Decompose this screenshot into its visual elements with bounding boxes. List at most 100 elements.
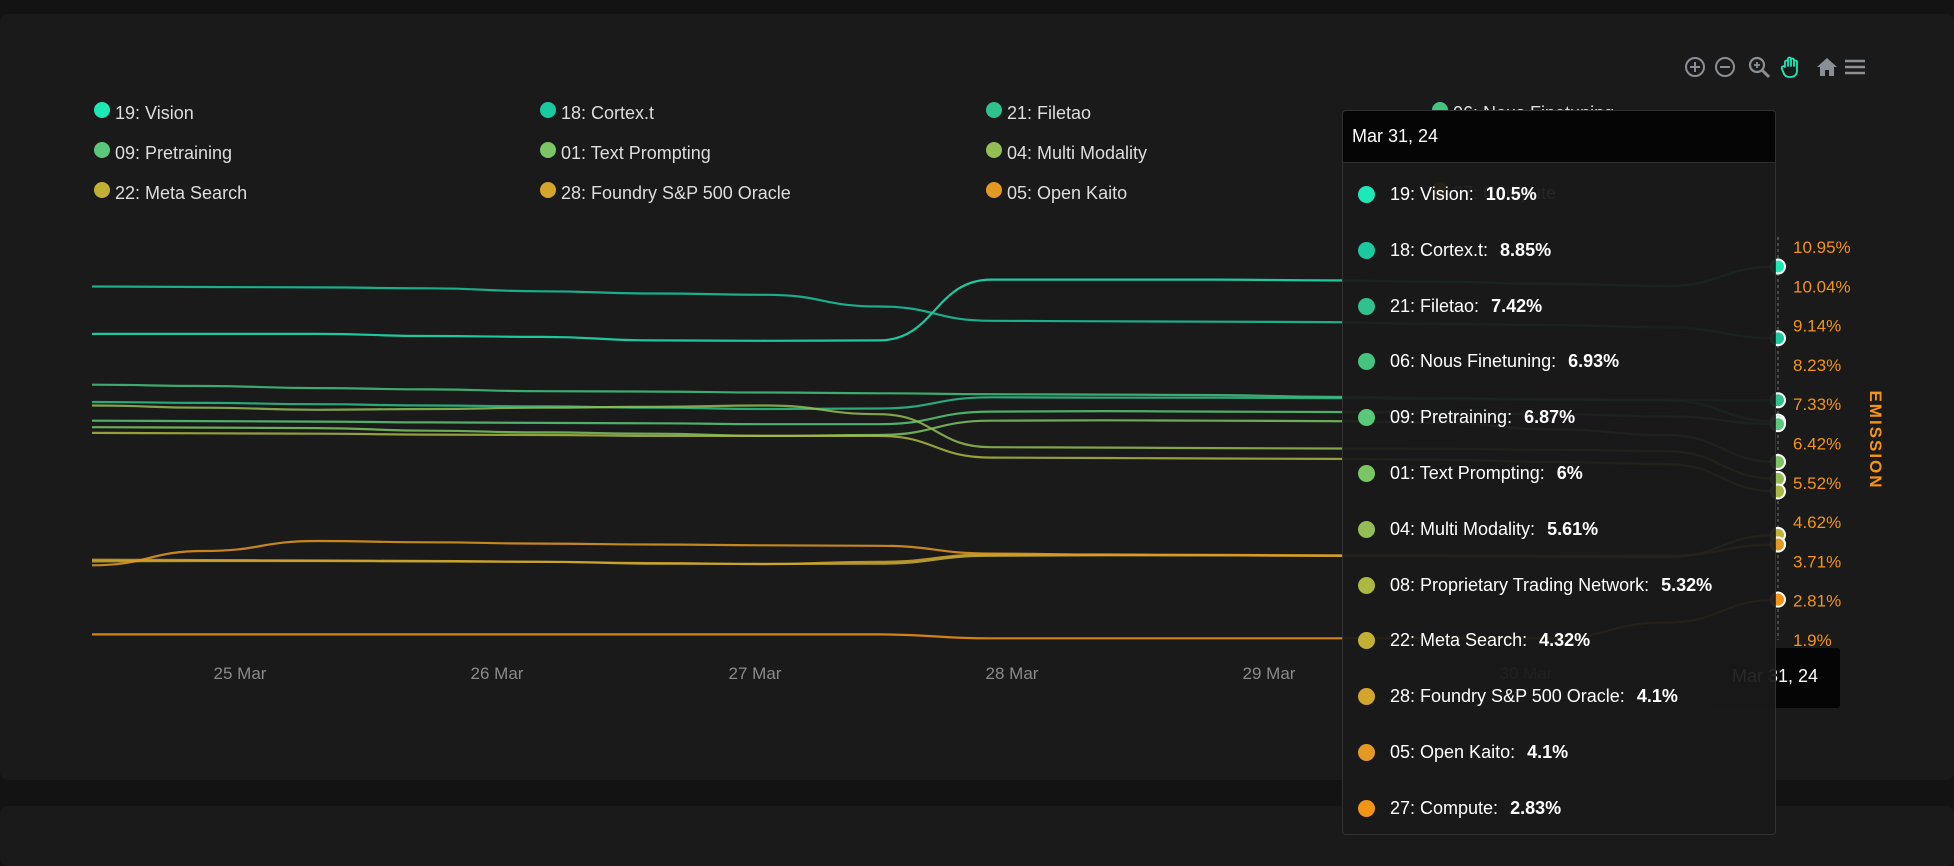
y-tick-label-10: 10.95% bbox=[1793, 238, 1851, 257]
legend-marker-6 bbox=[986, 142, 1002, 158]
zoom-out-icon bbox=[1715, 57, 1735, 77]
legend-label-2: 21: Filetao bbox=[1007, 103, 1091, 123]
tooltip-row: 21: Filetao: 7.42% bbox=[1343, 286, 1775, 326]
legend-marker-2 bbox=[986, 102, 1002, 118]
tooltip-series-label: 18: Cortex.t: bbox=[1390, 239, 1489, 260]
tooltip-text: 19: Vision: 10.5% bbox=[1390, 174, 1537, 214]
tooltip-row: 18: Cortex.t: 8.85% bbox=[1343, 230, 1775, 270]
tooltip-row: 19: Vision: 10.5% bbox=[1343, 174, 1775, 214]
pan-button[interactable] bbox=[1778, 54, 1804, 80]
legend-label-0: 19: Vision bbox=[115, 103, 194, 123]
menu-icon bbox=[1845, 59, 1865, 75]
home-icon bbox=[1817, 58, 1837, 76]
tooltip-row: 04: Multi Modality: 5.61% bbox=[1343, 509, 1775, 549]
legend-item-10[interactable]: 05: Open Kaito bbox=[986, 182, 1127, 203]
tooltip-series-value: 5.32% bbox=[1661, 574, 1713, 595]
tooltip-row: 01: Text Prompting: 6% bbox=[1343, 453, 1775, 493]
legend-item-6[interactable]: 04: Multi Modality bbox=[986, 142, 1147, 163]
tooltip-series-value: 4.1% bbox=[1527, 742, 1569, 762]
tooltip-row: 09: Pretraining: 6.87% bbox=[1343, 397, 1775, 437]
tooltip-title: Mar 31, 24 bbox=[1343, 111, 1775, 163]
tooltip-series-label: 28: Foundry S&P 500 Oracle: bbox=[1390, 686, 1625, 707]
legend-item-4[interactable]: 09: Pretraining bbox=[94, 142, 232, 163]
tooltip-series-label: 22: Meta Search: bbox=[1390, 630, 1528, 651]
tooltip-marker bbox=[1358, 241, 1375, 259]
reset-zoom-button[interactable] bbox=[1814, 54, 1840, 80]
legend-item-8[interactable]: 22: Meta Search bbox=[94, 182, 247, 203]
y-tick-label-5: 6.42% bbox=[1793, 435, 1841, 454]
y-tick-label-2: 3.71% bbox=[1793, 552, 1841, 571]
tooltip-series-label: 01: Text Prompting: bbox=[1390, 463, 1545, 483]
legend-marker-10 bbox=[986, 182, 1002, 198]
y-tick-label-3: 4.62% bbox=[1793, 513, 1841, 532]
tooltip-series-label: 21: Filetao: bbox=[1390, 295, 1480, 316]
tooltip-marker bbox=[1358, 465, 1375, 482]
legend-item-5[interactable]: 01: Text Prompting bbox=[540, 142, 711, 163]
legend-item-1[interactable]: 18: Cortex.t bbox=[540, 102, 654, 123]
x-tick-label-4: 29 Mar bbox=[1243, 664, 1296, 683]
legend-label-5: 01: Text Prompting bbox=[561, 143, 711, 163]
legend-item-0[interactable]: 19: Vision bbox=[94, 102, 194, 123]
tooltip-series-label: 19: Vision: bbox=[1390, 184, 1474, 204]
tooltip-marker bbox=[1358, 576, 1375, 594]
legend-label-10: 05: Open Kaito bbox=[1007, 183, 1127, 203]
tooltip-marker bbox=[1358, 520, 1375, 538]
tooltip-text: 05: Open Kaito: 4.1% bbox=[1390, 732, 1568, 772]
legend-label-9: 28: Foundry S&P 500 Oracle bbox=[561, 183, 791, 203]
x-tick-label-0: 25 Mar bbox=[214, 664, 267, 683]
y-tick-label-7: 8.23% bbox=[1793, 356, 1841, 375]
legend-marker-1 bbox=[540, 102, 556, 118]
legend-item-2[interactable]: 21: Filetao bbox=[986, 102, 1091, 123]
x-tick-label-2: 27 Mar bbox=[729, 664, 782, 683]
tooltip-row: 06: Nous Finetuning: 6.93% bbox=[1343, 341, 1775, 381]
tooltip: Mar 31, 24 19: Vision: 10.5% 18: Cortex.t:… bbox=[1342, 110, 1776, 835]
tooltip-marker bbox=[1358, 744, 1375, 761]
tooltip-marker bbox=[1358, 632, 1375, 650]
tooltip-text: 04: Multi Modality: 5.61% bbox=[1390, 509, 1598, 549]
legend-label-4: 09: Pretraining bbox=[115, 143, 232, 163]
tooltip-series-label: 08: Proprietary Trading Network: bbox=[1390, 574, 1650, 595]
y-axis: 1.9% 2.81% 3.71% 4.62% 5.52% 6.42% 7.33% 8.23% 9… bbox=[1793, 238, 1885, 650]
tooltip-series-label: 04: Multi Modality: bbox=[1390, 518, 1536, 539]
tooltip-text: 09: Pretraining: 6.87% bbox=[1390, 397, 1575, 437]
tooltip-series-value: 2.83% bbox=[1510, 797, 1562, 818]
zoom-in-button[interactable] bbox=[1682, 54, 1708, 80]
y-tick-label-4: 5.52% bbox=[1793, 474, 1841, 493]
tooltip-marker bbox=[1358, 186, 1375, 203]
y-tick-label-0: 1.9% bbox=[1793, 631, 1832, 650]
tooltip-text: 22: Meta Search: 4.32% bbox=[1390, 620, 1590, 660]
tooltip-text: 06: Nous Finetuning: 6.93% bbox=[1390, 341, 1619, 381]
tooltip-row: 22: Meta Search: 4.32% bbox=[1343, 620, 1775, 660]
tooltip-text: 01: Text Prompting: 6% bbox=[1390, 453, 1583, 493]
tooltip-series-value: 10.5% bbox=[1485, 184, 1537, 204]
tooltip-text: 08: Proprietary Trading Network: 5.32% bbox=[1390, 565, 1712, 605]
pan-hand-icon bbox=[1780, 56, 1798, 78]
tooltip-row: 05: Open Kaito: 4.1% bbox=[1343, 732, 1775, 772]
tooltip-series-value: 5.61% bbox=[1547, 518, 1599, 539]
selection-zoom-button[interactable] bbox=[1746, 54, 1772, 80]
zoom-out-button[interactable] bbox=[1712, 54, 1738, 80]
legend-marker-9 bbox=[540, 182, 556, 198]
tooltip-row: 08: Proprietary Trading Network: 5.32% bbox=[1343, 565, 1775, 605]
tooltip-text: 21: Filetao: 7.42% bbox=[1390, 286, 1542, 326]
tooltip-series-value: 7.42% bbox=[1491, 295, 1543, 316]
y-tick-label-1: 2.81% bbox=[1793, 591, 1841, 610]
tooltip-marker bbox=[1358, 799, 1375, 817]
y-tick-label-6: 7.33% bbox=[1793, 395, 1841, 414]
tooltip-series-label: 09: Pretraining: bbox=[1390, 407, 1513, 428]
tooltip-row: 27: Compute: 2.83% bbox=[1343, 788, 1775, 828]
zoom-in-icon bbox=[1685, 57, 1705, 77]
tooltip-series-value: 6.93% bbox=[1568, 351, 1620, 372]
tooltip-series-value: 8.85% bbox=[1500, 239, 1552, 260]
legend-item-9[interactable]: 28: Foundry S&P 500 Oracle bbox=[540, 182, 791, 203]
tooltip-text: 27: Compute: 2.83% bbox=[1390, 788, 1561, 828]
legend-label-6: 04: Multi Modality bbox=[1007, 143, 1147, 163]
tooltip-marker bbox=[1358, 297, 1375, 315]
menu-button[interactable] bbox=[1842, 54, 1868, 80]
legend-marker-4 bbox=[94, 142, 110, 158]
x-tick-label-1: 26 Mar bbox=[471, 664, 524, 683]
tooltip-series-value: 4.32% bbox=[1539, 630, 1591, 651]
legend-label-8: 22: Meta Search bbox=[115, 183, 247, 203]
tooltip-text: 18: Cortex.t: 8.85% bbox=[1390, 230, 1551, 270]
legend-marker-0 bbox=[94, 102, 110, 118]
